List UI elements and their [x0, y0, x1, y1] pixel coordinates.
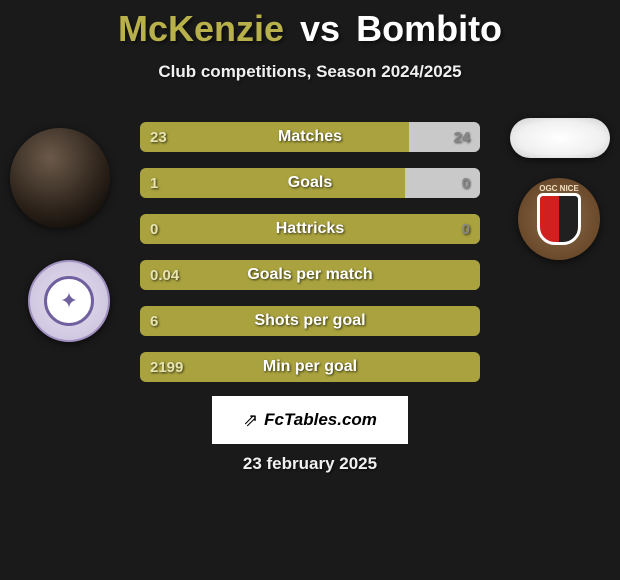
attribution-text: FcTables.com	[264, 410, 377, 430]
stat-row: 00Hattricks	[140, 214, 480, 244]
player1-name: McKenzie	[118, 8, 284, 49]
stat-row: 2199Min per goal	[140, 352, 480, 382]
nice-shield-icon	[537, 193, 581, 245]
chart-icon: ⇗	[243, 410, 258, 431]
comparison-bars: 2324Matches 10Goals 00Hattricks 0.04Goals p…	[140, 122, 480, 398]
stat-row: 10Goals	[140, 168, 480, 198]
stat-label: Shots per goal	[140, 306, 480, 336]
player2-club-badge: OGC NICE	[518, 178, 600, 260]
date-text: 23 february 2025	[0, 454, 620, 474]
player1-club-badge: ✦	[28, 260, 110, 342]
vs-text: vs	[300, 8, 340, 49]
player1-avatar	[10, 128, 110, 228]
subtitle: Club competitions, Season 2024/2025	[0, 62, 620, 82]
nice-badge-text: OGC NICE	[518, 184, 600, 193]
stat-label: Min per goal	[140, 352, 480, 382]
player2-avatar-placeholder	[510, 118, 610, 158]
toulouse-icon: ✦	[44, 276, 94, 326]
stat-label: Goals	[140, 168, 480, 198]
attribution-badge[interactable]: ⇗ FcTables.com	[212, 396, 408, 444]
stat-row: 2324Matches	[140, 122, 480, 152]
stat-label: Hattricks	[140, 214, 480, 244]
player2-name: Bombito	[356, 8, 502, 49]
comparison-title: McKenzie vs Bombito	[0, 0, 620, 50]
stat-row: 0.04Goals per match	[140, 260, 480, 290]
stat-label: Goals per match	[140, 260, 480, 290]
stat-label: Matches	[140, 122, 480, 152]
stat-row: 6Shots per goal	[140, 306, 480, 336]
